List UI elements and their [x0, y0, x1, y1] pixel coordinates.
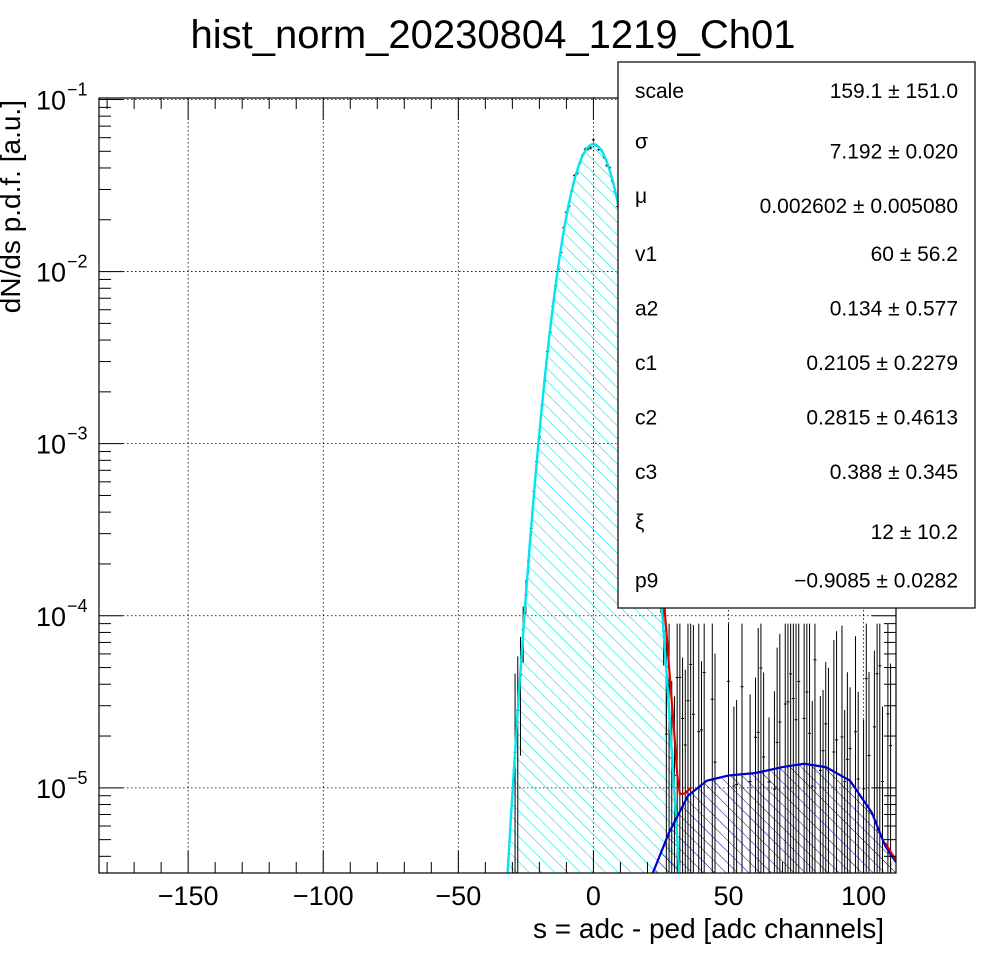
y-tick-label-base: 10 — [36, 774, 66, 804]
stat-name: c2 — [635, 406, 657, 429]
stat-value: 0.2105 ± 0.2279 — [806, 352, 958, 375]
x-tick-label: −100 — [293, 881, 354, 911]
x-tick-label: −50 — [435, 881, 481, 911]
stat-value: 0.134 ± 0.577 — [830, 298, 958, 321]
stat-name: c1 — [635, 352, 657, 375]
x-tick-label: 50 — [713, 881, 743, 911]
stat-value: 12 ± 10.2 — [871, 521, 958, 544]
y-tick-label-base: 10 — [36, 258, 66, 288]
stat-value: 7.192 ± 0.020 — [830, 140, 958, 163]
signal-curve — [651, 762, 896, 873]
x-tick-label: 100 — [841, 881, 886, 911]
stat-name: scale — [635, 80, 684, 103]
stat-name: a2 — [635, 298, 658, 321]
y-tick-label-base: 10 — [36, 85, 66, 115]
stat-name: μ — [635, 185, 647, 208]
stat-value: 159.1 ± 151.0 — [830, 80, 958, 103]
stats-box-frame — [617, 61, 976, 609]
stat-value: −0.9085 ± 0.0282 — [794, 570, 958, 593]
pedestal-fill — [505, 144, 682, 873]
stat-value: 0.2815 ± 0.4613 — [806, 406, 958, 429]
stat-value: 0.388 ± 0.345 — [830, 461, 958, 484]
x-tick-label: 0 — [586, 881, 601, 911]
total-fit-tail — [884, 842, 896, 861]
y-tick-label-exponent: −2 — [67, 252, 88, 272]
stat-name: σ — [635, 130, 648, 153]
stat-name: v1 — [635, 243, 657, 266]
stat-value: 60 ± 56.2 — [871, 243, 958, 266]
chart-title: hist_norm_20230804_1219_Ch01 — [191, 13, 796, 57]
x-tick-label: −150 — [158, 881, 219, 911]
x-axis-label: s = adc - ped [adc channels] — [533, 913, 884, 944]
y-axis-label: dN/ds p.d.f. [a.u.] — [0, 100, 26, 313]
y-tick-label-exponent: −5 — [67, 768, 88, 788]
y-tick-label-exponent: −1 — [67, 79, 88, 99]
stat-value: 0.002602 ± 0.005080 — [760, 195, 958, 218]
y-tick-label-base: 10 — [36, 602, 66, 632]
stat-name: c3 — [635, 461, 657, 484]
y-tick-label-exponent: −3 — [67, 424, 88, 444]
stat-name: p9 — [635, 570, 658, 593]
stats-box: scale 159.1 ± 151.0 σ 7.192 ± 0.020 μ 0.00260… — [617, 61, 976, 609]
y-tick-label-exponent: −4 — [67, 596, 88, 616]
y-tick-label-base: 10 — [36, 430, 66, 460]
stat-name: ξ — [635, 511, 644, 534]
